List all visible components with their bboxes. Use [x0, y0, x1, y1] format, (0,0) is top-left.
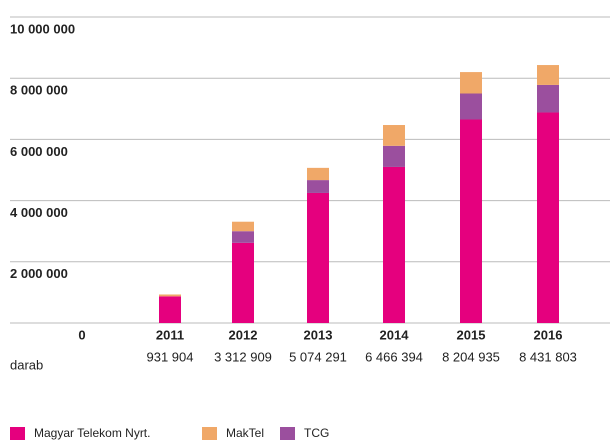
- legend-label: Magyar Telekom Nyrt.: [34, 426, 150, 440]
- bar-segment: [460, 72, 482, 94]
- bar-segment: [537, 112, 559, 323]
- bar-segment: [307, 192, 329, 323]
- y-tick-label: 0: [78, 327, 85, 342]
- y-tick-label: 2 000 000: [10, 266, 68, 281]
- bar-segment: [159, 296, 181, 323]
- legend-swatch: [202, 427, 217, 440]
- bar-segment: [383, 145, 405, 167]
- legend-label: TCG: [304, 426, 329, 440]
- y-tick-label: 6 000 000: [10, 144, 68, 159]
- bar-segment: [232, 231, 254, 243]
- total-label: 5 074 291: [289, 349, 347, 364]
- x-tick-label: 2013: [304, 327, 333, 342]
- total-label: 8 204 935: [442, 349, 500, 364]
- bar-segment: [460, 119, 482, 323]
- bar-segment: [307, 167, 329, 181]
- bar-segment: [537, 84, 559, 113]
- x-tick-label: 2012: [229, 327, 258, 342]
- legend-swatch: [280, 427, 295, 440]
- x-tick-label: 2014: [380, 327, 410, 342]
- bar-segment: [159, 294, 181, 297]
- x-tick-label: 2016: [534, 327, 563, 342]
- total-label: 6 466 394: [365, 349, 423, 364]
- bar-segment: [537, 65, 559, 85]
- legend-label: MakTel: [226, 426, 264, 440]
- total-label: 3 312 909: [214, 349, 272, 364]
- bar-segment: [383, 125, 405, 146]
- legend-swatch: [10, 427, 25, 440]
- total-label: 931 904: [147, 349, 194, 364]
- x-tick-label: 2011: [156, 327, 184, 342]
- unit-label: darab: [10, 357, 43, 372]
- y-tick-label: 4 000 000: [10, 205, 68, 220]
- bar-segment: [307, 180, 329, 193]
- bar-segment: [232, 221, 254, 232]
- total-label: 8 431 803: [519, 349, 577, 364]
- bar-segment: [232, 242, 254, 323]
- bar-segment: [383, 166, 405, 323]
- x-tick-label: 2015: [457, 327, 486, 342]
- y-tick-label: 8 000 000: [10, 83, 68, 98]
- bar-segment: [460, 93, 482, 120]
- y-tick-label: 10 000 000: [10, 21, 75, 36]
